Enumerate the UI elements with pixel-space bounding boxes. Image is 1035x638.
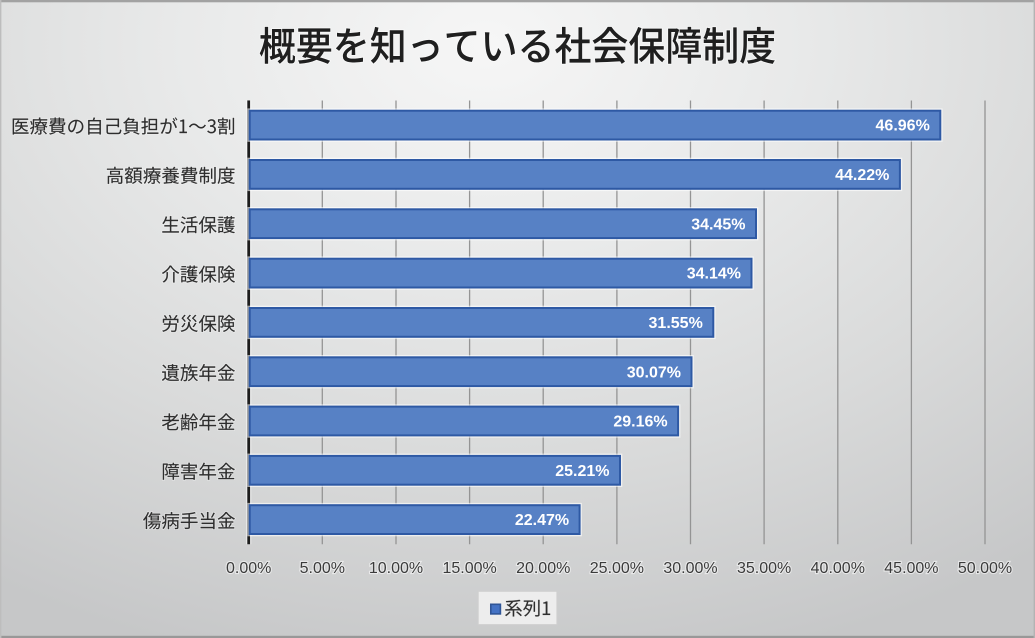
svg-text:25.00%: 25.00% (590, 560, 644, 577)
svg-text:25.00%: 25.00% (590, 560, 644, 577)
svg-text:22.47%: 22.47% (515, 512, 569, 529)
svg-text:5.00%: 5.00% (300, 560, 345, 577)
svg-text:10.00%: 10.00% (369, 560, 423, 577)
svg-text:30.07%: 30.07% (627, 364, 681, 381)
svg-text:34.45%: 34.45% (691, 216, 745, 233)
svg-text:40.00%: 40.00% (811, 560, 865, 577)
svg-text:46.96%: 46.96% (876, 118, 930, 135)
svg-text:50.00%: 50.00% (958, 560, 1012, 577)
svg-text:40.00%: 40.00% (811, 560, 865, 577)
svg-text:30.00%: 30.00% (663, 560, 717, 577)
svg-text:31.55%: 31.55% (649, 315, 703, 332)
svg-text:15.00%: 15.00% (442, 560, 496, 577)
svg-text:0.00%: 0.00% (226, 560, 271, 577)
svg-text:0.00%: 0.00% (226, 560, 271, 577)
svg-text:45.00%: 45.00% (884, 560, 938, 577)
svg-text:10.00%: 10.00% (369, 560, 423, 577)
svg-text:5.00%: 5.00% (300, 560, 345, 577)
svg-text:20.00%: 20.00% (516, 560, 570, 577)
svg-text:35.00%: 35.00% (737, 560, 791, 577)
svg-text:44.22%: 44.22% (835, 167, 889, 184)
svg-text:15.00%: 15.00% (442, 560, 496, 577)
svg-text:34.14%: 34.14% (687, 266, 741, 283)
svg-text:35.00%: 35.00% (737, 560, 791, 577)
svg-text:45.00%: 45.00% (884, 560, 938, 577)
svg-text:20.00%: 20.00% (516, 560, 570, 577)
svg-text:50.00%: 50.00% (958, 560, 1012, 577)
svg-text:30.00%: 30.00% (663, 560, 717, 577)
svg-text:29.16%: 29.16% (613, 414, 667, 431)
svg-text:25.21%: 25.21% (555, 463, 609, 480)
